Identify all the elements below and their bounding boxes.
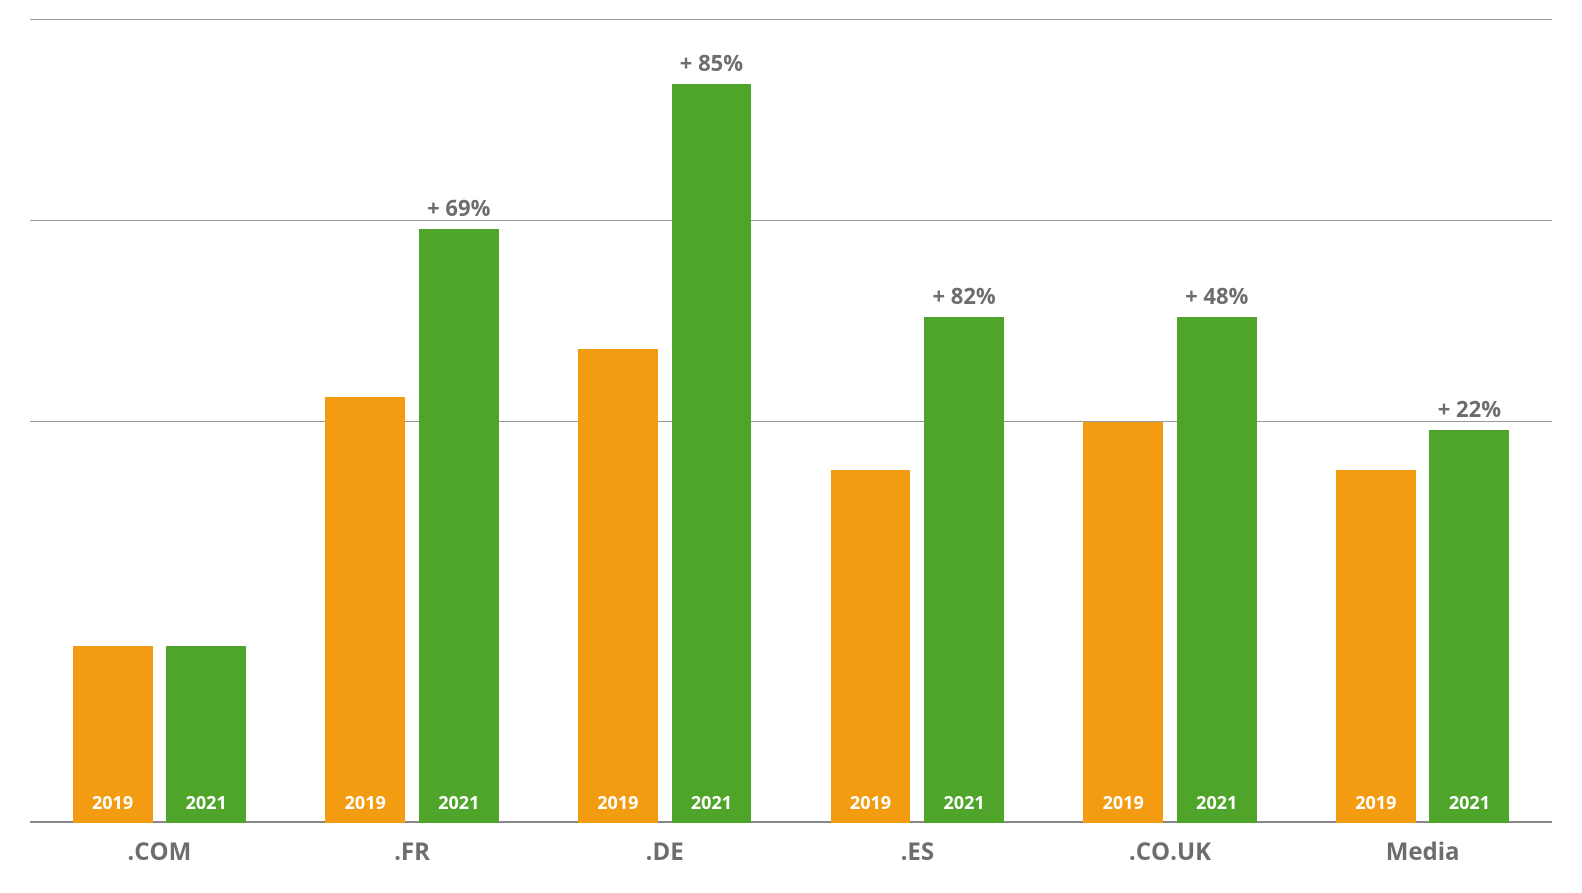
x-axis-label: Media (1308, 835, 1536, 868)
x-axis-label: .COM (45, 835, 273, 868)
bar-2019: 2019 (1336, 470, 1416, 823)
bar-year-label: 2021 (672, 791, 752, 815)
bar-year-label: 2021 (1177, 791, 1257, 815)
bar-group: 2019 2021 + 69% (298, 20, 526, 823)
bar-year-label: 2021 (166, 791, 246, 815)
bar-year-label: 2019 (1336, 791, 1416, 815)
bar-year-label: 2021 (924, 791, 1004, 815)
bar-group: 2019 2021 (45, 20, 273, 823)
bar-2021: 2021 (1177, 317, 1257, 823)
delta-label: + 82% (924, 281, 1004, 311)
bar-2019: 2019 (831, 470, 911, 823)
bar-group: 2019 2021 + 22% (1308, 20, 1536, 823)
bar-2021: 2021 (166, 646, 246, 823)
bar-group: 2019 2021 + 85% (551, 20, 779, 823)
plot-area: 2019202120192021+ 69%20192021+ 85%201920… (30, 20, 1552, 823)
bar-year-label: 2019 (73, 791, 153, 815)
bar-2019: 2019 (325, 397, 405, 823)
bar-group: 2019 2021 + 48% (1056, 20, 1284, 823)
bar-group: 2019 2021 + 82% (803, 20, 1031, 823)
bar-year-label: 2019 (578, 791, 658, 815)
bar-2021: 2021 (672, 84, 752, 823)
bar-2021: 2021 (419, 229, 499, 823)
bar-2019: 2019 (73, 646, 153, 823)
bar-2019: 2019 (1083, 422, 1163, 824)
delta-label: + 22% (1429, 394, 1509, 424)
bar-2021: 2021 (924, 317, 1004, 823)
x-axis-label: .CO.UK (1056, 835, 1284, 868)
bar-year-label: 2019 (831, 791, 911, 815)
delta-label: + 69% (419, 193, 499, 223)
x-axis-label: .DE (551, 835, 779, 868)
x-axis-label: .FR (298, 835, 526, 868)
x-axis-label: .ES (803, 835, 1031, 868)
bar-2019: 2019 (578, 349, 658, 823)
domain-growth-chart: 2019202120192021+ 69%20192021+ 85%201920… (0, 0, 1582, 893)
bar-2021: 2021 (1429, 430, 1509, 823)
bar-year-label: 2021 (419, 791, 499, 815)
bar-year-label: 2019 (1083, 791, 1163, 815)
bar-year-label: 2021 (1429, 791, 1509, 815)
delta-label: + 85% (672, 48, 752, 78)
delta-label: + 48% (1177, 281, 1257, 311)
bar-year-label: 2019 (325, 791, 405, 815)
x-axis: .COM .FR .DE .ES .CO.UK Media (30, 823, 1552, 893)
